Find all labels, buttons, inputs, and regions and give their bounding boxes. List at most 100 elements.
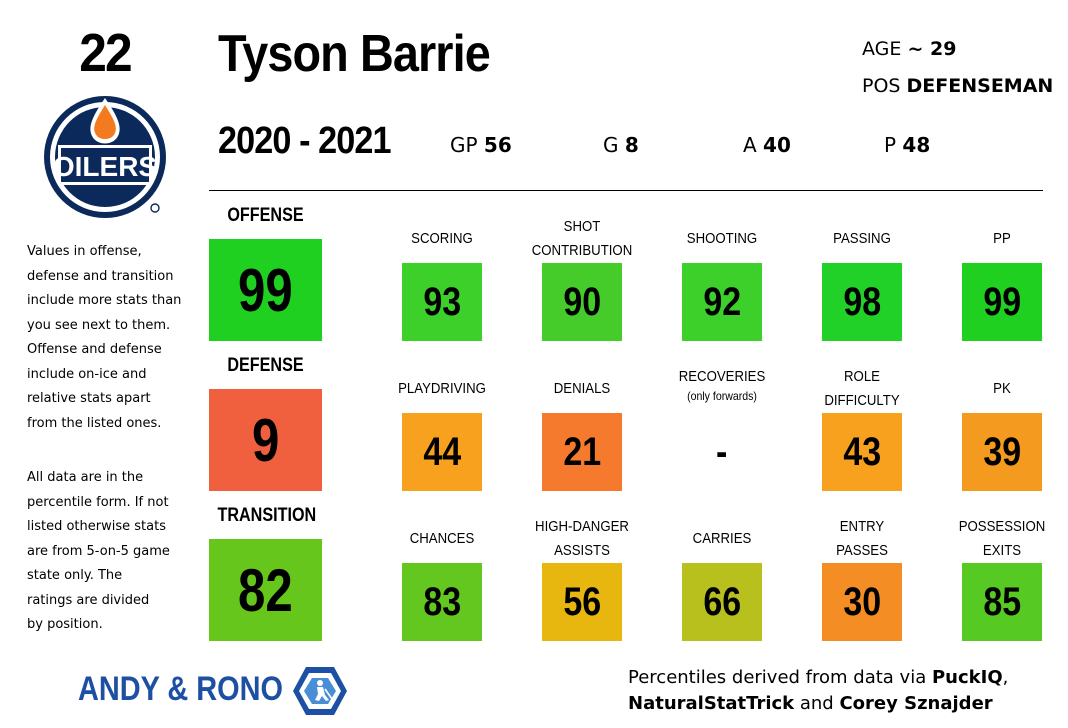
stat-label: G: [603, 133, 619, 157]
defense-rating-value: 9: [251, 406, 280, 474]
hockey-player-logo-icon: [292, 665, 348, 717]
metric-label: SHOT CONTRIBUTION: [520, 215, 643, 263]
player-name: Tyson Barrie: [218, 25, 491, 83]
stat-a: A 40: [743, 133, 791, 157]
credits-text: and: [794, 693, 840, 714]
note-line: defense and transition: [27, 268, 174, 284]
metric-label-line: PASSES: [836, 542, 888, 559]
metric-label-line: ASSISTS: [554, 542, 610, 559]
notes-paragraph-1: Values in offense, defense and transitio…: [27, 240, 182, 436]
age-label: AGE: [862, 38, 902, 60]
credits-line-2: NaturalStatTrick and Corey Sznajder: [628, 691, 1008, 717]
metric-box: 98: [822, 263, 902, 341]
metric-value: 44: [423, 429, 461, 474]
metric-label: RECOVERIES (only forwards): [660, 365, 783, 403]
metric-label: PK: [940, 377, 1063, 401]
note-line: All data are in the: [27, 470, 144, 485]
metric-label: PLAYDRIVING: [380, 377, 503, 401]
metric-value: 99: [983, 279, 1021, 324]
metric-value: -: [716, 429, 728, 474]
metric-label-line: CONTRIBUTION: [531, 242, 633, 259]
stat-g: G 8: [603, 133, 639, 157]
metric-label-line: DIFFICULTY: [824, 392, 900, 409]
logo-text: OILERS: [53, 151, 157, 182]
metric-value: 56: [563, 579, 601, 624]
age-info: AGE ~ 29: [862, 38, 956, 60]
metric-value: 93: [423, 279, 461, 324]
transition-title: TRANSITION: [217, 505, 317, 526]
credits-text: ,: [1002, 667, 1009, 688]
transition-rating-box: 82: [209, 539, 322, 641]
metric-value: 21: [563, 429, 601, 474]
metric-label-line: RECOVERIES: [678, 368, 766, 385]
offense-title: OFFENSE: [227, 205, 304, 226]
note-line: include on-ice and: [27, 366, 147, 382]
metric-box: 39: [962, 413, 1042, 491]
note-line: from the listed ones.: [27, 415, 162, 431]
metric-label-line: ENTRY: [839, 518, 885, 535]
metric-label: SCORING: [380, 227, 503, 251]
metric-label: DENIALS: [520, 377, 643, 401]
stat-value: 40: [763, 133, 791, 157]
metric-box: 66: [682, 563, 762, 641]
age-value: ~ 29: [907, 38, 957, 60]
metric-value: 92: [703, 279, 741, 324]
metric-label-line: CARRIES: [692, 530, 752, 547]
metric-value: 90: [563, 279, 601, 324]
credits-source: NaturalStatTrick: [628, 693, 795, 714]
metric-box: 44: [402, 413, 482, 491]
metric-label-line: ROLE: [844, 368, 880, 385]
metric-value: 30: [843, 579, 881, 624]
note-line: ratings are divided: [27, 592, 150, 608]
note-line: you see next to them.: [27, 317, 171, 333]
metric-box: 21: [542, 413, 622, 491]
pos-value: DEFENSEMAN: [906, 75, 1054, 97]
credits-text: Percentiles derived from data via: [628, 667, 932, 688]
metric-box: -: [682, 413, 762, 491]
metric-label-line: DENIALS: [553, 380, 611, 397]
offense-rating-value: 99: [238, 256, 293, 324]
stat-gp: GP 56: [450, 133, 512, 157]
metric-label-line: CHANCES: [409, 530, 475, 547]
stat-label: GP: [450, 133, 478, 157]
metric-box: 99: [962, 263, 1042, 341]
pos-label: POS: [862, 75, 901, 97]
note-line: state only. The: [27, 568, 123, 583]
brand-name: ANDY & RONO: [78, 670, 283, 708]
metric-value: 66: [703, 579, 741, 624]
position-info: POS DEFENSEMAN: [862, 75, 1053, 97]
metric-box: 92: [682, 263, 762, 341]
defense-title: DEFENSE: [227, 355, 304, 376]
metric-box: 83: [402, 563, 482, 641]
note-line: Offense and defense: [27, 342, 162, 357]
note-line: include more stats than: [27, 293, 182, 308]
defense-rating-box: 9: [209, 389, 322, 491]
metric-label: ROLE DIFFICULTY: [800, 365, 923, 413]
metric-label-line: POSSESSION: [958, 518, 1046, 535]
stat-value: 8: [624, 133, 639, 157]
stat-value: 56: [483, 133, 512, 157]
metric-label-line: SCORING: [411, 230, 473, 247]
credits: Percentiles derived from data via PuckIQ…: [628, 665, 1008, 717]
metric-label: POSSESSION EXITS: [940, 515, 1063, 563]
note-line: Values in offense,: [27, 244, 142, 259]
metric-label: HIGH-DANGER ASSISTS: [520, 515, 643, 563]
metric-box: 85: [962, 563, 1042, 641]
offense-rating-box: 99: [209, 239, 322, 341]
stat-label: A: [743, 133, 757, 157]
metric-label: CARRIES: [660, 527, 783, 551]
credits-line-1: Percentiles derived from data via PuckIQ…: [628, 665, 1008, 691]
metric-label-line: HIGH-DANGER: [535, 518, 629, 535]
metric-value: 43: [843, 429, 881, 474]
credits-source: Corey Sznajder: [839, 693, 993, 714]
metric-value: 39: [983, 429, 1021, 474]
oilers-logo: OILERS: [42, 95, 172, 220]
metric-label-line: EXITS: [982, 542, 1022, 559]
metric-value: 85: [983, 579, 1021, 624]
note-line: relative stats apart: [27, 391, 151, 406]
metric-note: (only forwards): [687, 389, 757, 403]
metric-label-line: PP: [993, 230, 1011, 247]
metric-label: CHANCES: [380, 527, 503, 551]
metric-box: 56: [542, 563, 622, 641]
metric-box: 43: [822, 413, 902, 491]
